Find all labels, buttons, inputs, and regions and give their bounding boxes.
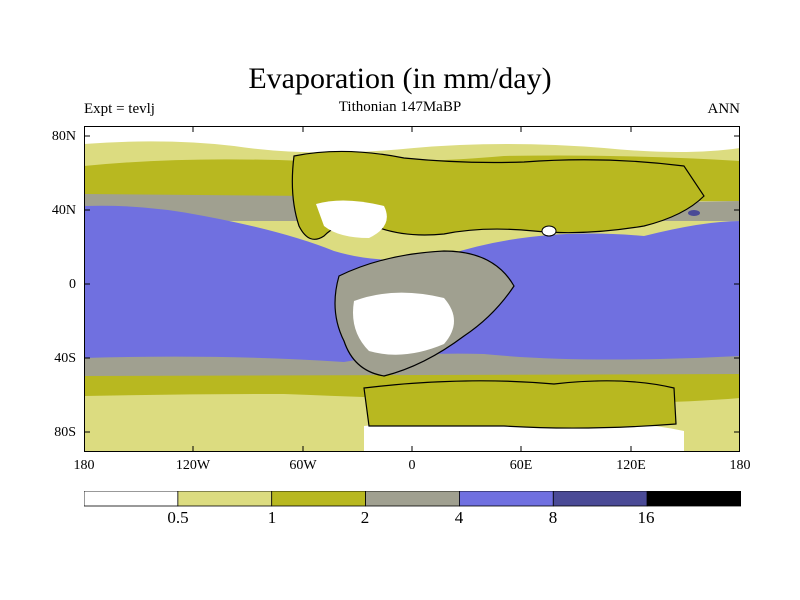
- y-tick-label: 80S: [54, 425, 76, 440]
- colorbar-swatch: [177, 491, 273, 507]
- season-label: ANN: [707, 101, 741, 117]
- y-tick-label: 0: [69, 277, 76, 292]
- x-tick-label: 60W: [289, 458, 317, 473]
- x-tick-label: 120W: [175, 458, 211, 473]
- subtitle: Tithonian 147MaBP: [338, 99, 462, 115]
- experiment-label: Expt = tevlj: [84, 101, 155, 117]
- colorbar-label: 2: [360, 508, 370, 527]
- x-tick-label: 0: [408, 458, 416, 473]
- colorbar-swatch: [271, 491, 366, 507]
- y-tick-label: 40N: [51, 203, 76, 218]
- colorbar-label: 0.5: [167, 508, 189, 527]
- colorbar-swatch: [459, 491, 554, 507]
- colorbar: [84, 491, 741, 507]
- colorbar-swatch: [552, 491, 648, 507]
- colorbar-label: 16: [637, 508, 655, 527]
- evaporation-map: [84, 126, 740, 452]
- y-tick-label: 80N: [51, 129, 76, 144]
- x-tick-label: 120E: [616, 458, 646, 473]
- colorbar-label: 8: [548, 508, 558, 527]
- x-tick-label: 60E: [509, 458, 533, 473]
- page-title: Evaporation (in mm/day): [248, 62, 552, 95]
- x-tick-label: 180: [729, 458, 751, 473]
- y-tick-label: 40S: [54, 351, 76, 366]
- x-tick-label: 180: [73, 458, 95, 473]
- colorbar-label: 1: [267, 508, 277, 527]
- colorbar-label: 4: [454, 508, 464, 527]
- colorbar-swatch: [365, 491, 460, 507]
- colorbar-swatch: [646, 491, 741, 507]
- colorbar-swatch: [84, 491, 179, 507]
